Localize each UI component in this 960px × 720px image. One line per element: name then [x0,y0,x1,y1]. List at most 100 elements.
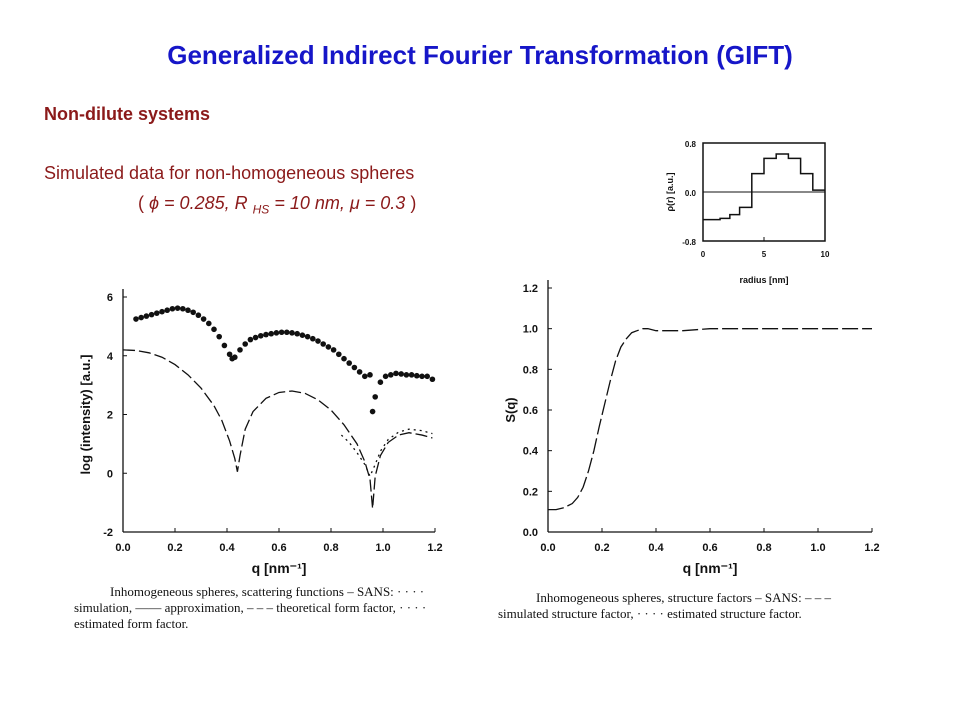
x-tick-label: 0.6 [271,542,286,554]
data-point [320,341,327,347]
data-point [325,344,332,350]
y-tick-label: 6 [107,292,113,304]
x-tick-label: 0.0 [540,542,555,554]
data-point [398,371,405,377]
data-point [351,364,358,371]
data-point [284,329,290,336]
phi-text: = 0.285, R [164,193,248,213]
data-point [330,347,337,353]
y-tick-label: 1.2 [523,283,538,295]
mu-symbol: μ [349,193,360,213]
data-point [294,330,301,337]
phi-symbol: ϕ [149,193,160,213]
data-point [226,351,233,358]
rhs-text: = 10 nm, [274,193,350,213]
data-point [273,330,280,336]
data-point [336,351,342,358]
data-point [195,312,202,319]
data-point [148,311,155,318]
data-point [377,379,384,385]
x-tick-label: 5 [762,250,767,259]
params-close: ) [410,193,417,213]
data-point [211,326,217,333]
data-point [310,335,316,342]
series-line-1 [122,349,433,509]
y-tick-label: 1.0 [523,324,538,336]
y-tick-label: 0.0 [685,189,697,198]
data-point [237,347,243,353]
data-point [247,336,254,343]
x-tick-label: 0.2 [167,542,182,554]
data-point [367,372,373,378]
data-point [304,333,311,340]
x-axis-label: radius [nm] [739,275,788,285]
x-tick-label: 0.8 [323,542,338,554]
data-point [356,369,363,375]
y-axis-label: S(q) [503,397,518,422]
data-point [143,313,150,319]
series-line-0 [548,328,872,511]
data-point [419,373,425,380]
data-point [252,334,259,341]
x-tick-label: 0.2 [594,542,609,554]
data-point [299,332,306,338]
description-text: Simulated data for non-homogeneous spher… [44,163,415,183]
data-point [268,330,275,337]
data-point [346,360,353,366]
data-point [133,316,139,322]
y-tick-label: 2 [107,410,113,422]
left-caption-line: simulation, —— approximation, – – – theo… [74,600,427,615]
data-point [190,309,196,316]
data-point [289,330,295,336]
data-point [388,372,394,378]
data-point [206,320,212,327]
data-point [382,373,389,380]
y-axis-label: ρ(r) [a.u.] [665,172,675,211]
x-tick-label: 1.0 [810,542,825,554]
y-tick-label: 0 [107,468,113,480]
y-tick-label: 0.8 [523,364,538,376]
density-step-line [703,153,825,221]
data-point [169,305,176,312]
data-point [159,308,165,315]
y-tick-label: 4 [107,351,114,363]
x-tick-label: 0.4 [219,542,235,554]
page-title: Generalized Indirect Fourier Transformat… [167,40,793,70]
data-point [221,342,228,349]
data-point [154,310,160,316]
y-tick-label: 0.8 [685,140,697,149]
params-open: ( [138,193,144,213]
data-point [315,338,321,344]
data-point [185,307,191,314]
data-point [429,376,436,383]
section-subtitle: Non-dilute systems [44,104,211,124]
data-point [164,307,170,314]
left-caption: Inhomogeneous spheres, scattering functi… [74,584,474,632]
left-caption-line: estimated form factor. [74,616,189,631]
right-caption-line: simulated structure factor, · · · · esti… [498,606,802,621]
y-tick-label: 0.6 [523,405,538,417]
x-tick-label: 0 [701,250,706,259]
data-point [341,355,347,362]
x-tick-label: 0.6 [702,542,717,554]
y-axis-label: log (intensity) [a.u.] [78,355,93,475]
data-point [258,332,264,339]
x-tick-label: 1.0 [375,542,390,554]
data-point [242,341,248,347]
series-line-2 [340,428,433,478]
data-point [408,372,415,378]
y-tick-label: 0.0 [523,527,538,539]
data-point [414,372,420,379]
data-point [362,373,368,380]
data-point [278,329,285,336]
data-point [174,305,181,311]
data-point [180,305,186,312]
data-point [369,408,376,415]
x-axis-label: q [nm⁻¹] [252,560,307,576]
x-tick-label: 0.0 [115,542,130,554]
mu-text: = 0.3 [364,193,406,213]
x-axis-label: q [nm⁻¹] [683,560,738,576]
data-point [216,333,222,340]
right-caption-line: Inhomogeneous spheres, structure factors… [536,590,831,605]
